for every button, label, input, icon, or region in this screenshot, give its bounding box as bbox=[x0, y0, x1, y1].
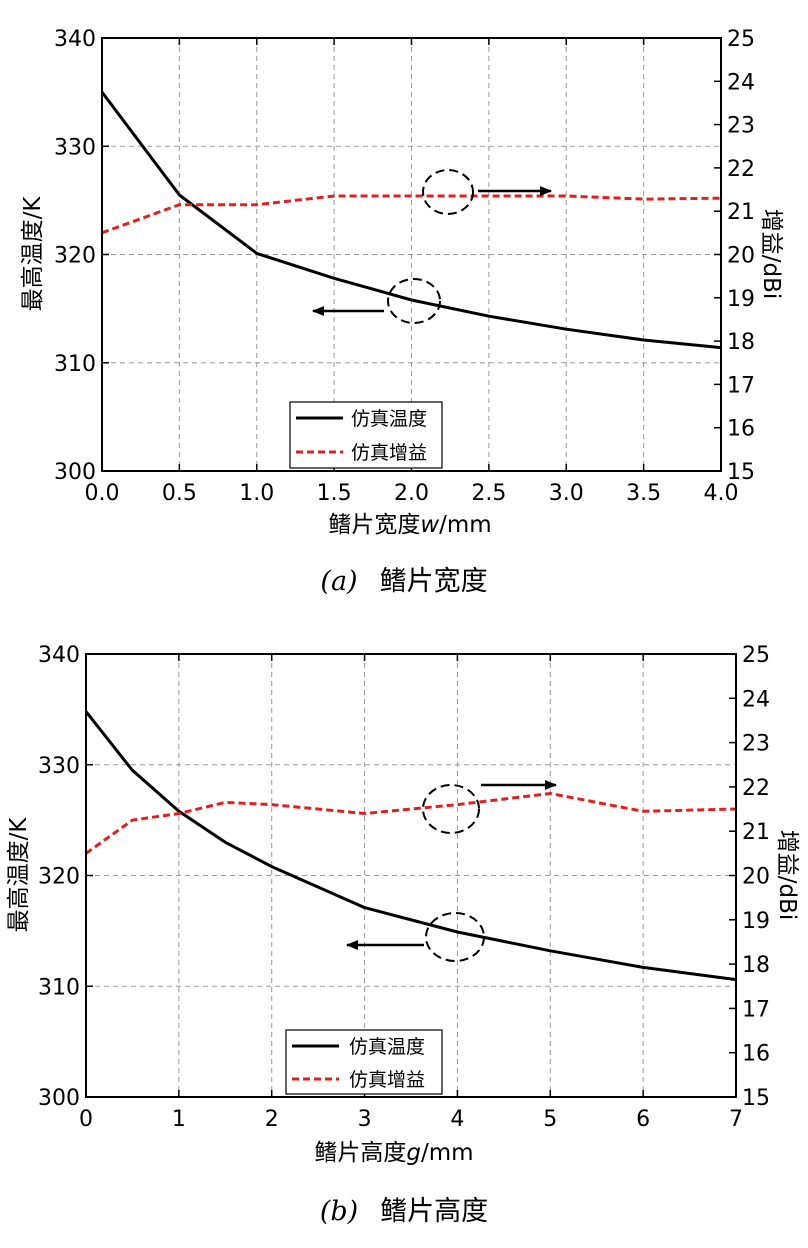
panel-b: 0 1 2 3 4 5 6 730031032033034015161718192021222… bbox=[6, 643, 800, 1227]
y2-tick-label-b: 23 bbox=[742, 732, 770, 757]
x-axis-title-text-b: 鳍片高度 bbox=[314, 1140, 406, 1166]
caption-a: (a) 鳍片宽度 bbox=[320, 566, 487, 597]
legend-label-temperature-a: 仿真温度 bbox=[351, 408, 427, 430]
y-tick-label-a: 340 bbox=[54, 27, 96, 52]
panel-a: 0.0 0.5 1.0 1.5 2.0 2.5 3.0 3.5 4.0 300 310 320 330 3… bbox=[20, 27, 784, 597]
caption-b: (b) 鳍片高度 bbox=[320, 1196, 488, 1227]
x-tick-label-a: 1.0 bbox=[239, 481, 274, 506]
series-b bbox=[84, 710, 737, 982]
x-tick-label-a: 3.0 bbox=[549, 481, 584, 506]
annotation-ellipse-temp-a bbox=[387, 278, 441, 324]
x-tick-label-a: 4.0 bbox=[704, 481, 739, 506]
y-tick-label-a: 330 bbox=[54, 135, 96, 160]
y2-axis-title-b: 增益/dBi bbox=[774, 830, 800, 921]
y-tick-label-b: 310 bbox=[38, 975, 80, 1000]
y2-tick-label-b: 15 bbox=[742, 1086, 770, 1111]
y-tick-label-a: 320 bbox=[54, 244, 96, 269]
x-tick-label-b: 2 bbox=[265, 1107, 279, 1132]
x-tick-label-a: 2.0 bbox=[394, 481, 429, 506]
x-tick-label-b: 5 bbox=[543, 1107, 557, 1132]
x-tick-label-a: 2.5 bbox=[471, 481, 506, 506]
y-tick-label-b: 330 bbox=[38, 754, 80, 779]
caption-text-a: 鳍片宽度 bbox=[380, 566, 488, 597]
x-tick-label-a: 1.5 bbox=[317, 481, 352, 506]
ticks-a: 0.0 0.5 1.0 1.5 2.0 2.5 3.0 3.5 4.0 300 310 320 330 3… bbox=[54, 27, 755, 506]
grid-b bbox=[86, 654, 736, 1097]
y2-axis-title-a: 增益/dBi bbox=[758, 209, 784, 300]
temperature-series-line-a bbox=[100, 91, 722, 350]
x-axis-title-unit-b: /mm bbox=[421, 1140, 474, 1166]
y2-tick-label-a: 18 bbox=[727, 330, 755, 355]
y2-tick-label-a: 22 bbox=[727, 157, 755, 182]
y2-tick-label-b: 25 bbox=[742, 643, 770, 668]
x-axis-title-b: 鳍片高度g/mm bbox=[314, 1140, 473, 1166]
y2-tick-label-a: 20 bbox=[727, 244, 755, 269]
x-tick-label-b: 4 bbox=[450, 1107, 464, 1132]
y2-tick-label-b: 16 bbox=[742, 1042, 770, 1067]
x-axis-title-var-b: g bbox=[406, 1140, 421, 1166]
y2-tick-label-a: 15 bbox=[727, 460, 755, 485]
y2-tick-label-b: 20 bbox=[742, 865, 770, 890]
y-axis-title-a: 最高温度/K bbox=[20, 196, 46, 312]
legend-label-gain-b: 仿真增益 bbox=[349, 1069, 425, 1091]
y2-tick-label-b: 19 bbox=[742, 909, 770, 934]
annotation-ellipse-gain-a bbox=[422, 169, 474, 215]
legend-b: 仿真温度 仿真增益 bbox=[285, 1029, 443, 1095]
y2-tick-label-a: 25 bbox=[727, 27, 755, 52]
y2-tick-label-b: 18 bbox=[742, 953, 770, 978]
y2-tick-label-b: 22 bbox=[742, 776, 770, 801]
y2-tick-label-a: 21 bbox=[727, 200, 755, 225]
x-tick-label-a: 0.5 bbox=[162, 481, 197, 506]
legend-box-a bbox=[289, 401, 443, 469]
legend-label-temperature-b: 仿真温度 bbox=[349, 1036, 425, 1058]
y2-tick-label-a: 23 bbox=[727, 114, 755, 139]
x-axis-title-a: 鳍片宽度w/mm bbox=[328, 512, 491, 538]
annotation-ellipse-gain-b bbox=[422, 784, 480, 834]
y-tick-label-b: 340 bbox=[38, 643, 80, 668]
x-tick-label-b: 3 bbox=[358, 1107, 372, 1132]
grid-a bbox=[102, 38, 721, 471]
x-tick-label-b: 6 bbox=[636, 1107, 650, 1132]
y-axis-title-b: 最高温度/K bbox=[6, 817, 32, 933]
y2-tick-label-b: 17 bbox=[742, 997, 770, 1022]
legend-label-gain-a: 仿真增益 bbox=[351, 442, 427, 464]
caption-label-b: (b) bbox=[320, 1196, 358, 1227]
gain-series-line-a bbox=[101, 194, 722, 235]
gain-series-line-b bbox=[85, 792, 737, 855]
x-tick-label-a: 0.0 bbox=[85, 481, 120, 506]
annotation-ellipse-temp-b bbox=[425, 912, 485, 962]
x-axis-title-var-a: w bbox=[420, 512, 439, 538]
legend-box-b bbox=[285, 1029, 443, 1095]
y-tick-label-a: 310 bbox=[54, 352, 96, 377]
x-tick-label-a: 3.5 bbox=[626, 481, 661, 506]
y2-tick-label-a: 24 bbox=[727, 70, 755, 95]
y-tick-label-b: 320 bbox=[38, 865, 80, 890]
y-tick-label-a: 300 bbox=[54, 460, 96, 485]
y2-tick-label-a: 16 bbox=[727, 417, 755, 442]
caption-label-a: (a) bbox=[320, 566, 357, 597]
caption-text-b: 鳍片高度 bbox=[380, 1196, 488, 1227]
x-tick-label-b: 1 bbox=[172, 1107, 186, 1132]
series-a bbox=[100, 91, 722, 350]
x-axis-title-text-a: 鳍片宽度 bbox=[328, 512, 420, 538]
y2-tick-label-a: 17 bbox=[727, 373, 755, 398]
x-tick-label-b: 0 bbox=[79, 1107, 93, 1132]
y2-tick-label-b: 21 bbox=[742, 820, 770, 845]
legend-a: 仿真温度 仿真增益 bbox=[289, 401, 443, 469]
temperature-series-line-b bbox=[84, 710, 737, 982]
y-tick-label-b: 300 bbox=[38, 1086, 80, 1111]
y2-tick-label-a: 19 bbox=[727, 287, 755, 312]
x-axis-title-unit-a: /mm bbox=[439, 512, 492, 538]
x-tick-label-b: 7 bbox=[729, 1107, 743, 1132]
ticks-b: 0 1 2 3 4 5 6 730031032033034015161718192021222… bbox=[38, 643, 770, 1132]
y2-tick-label-b: 24 bbox=[742, 687, 770, 712]
